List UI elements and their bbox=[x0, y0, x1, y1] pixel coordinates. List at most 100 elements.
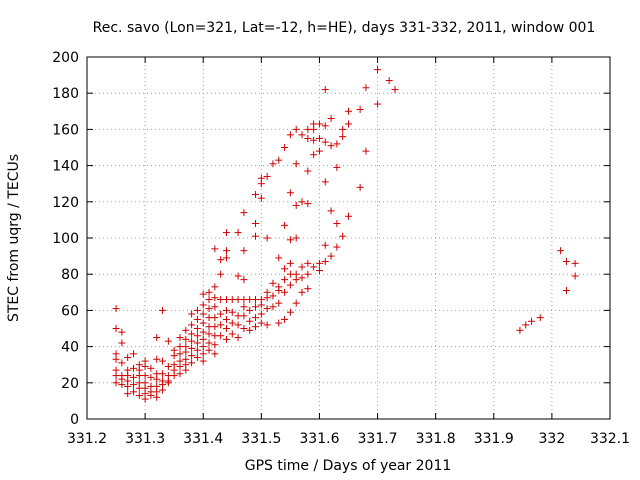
data-point bbox=[159, 386, 167, 394]
data-point bbox=[252, 323, 260, 331]
data-point bbox=[275, 299, 283, 307]
data-point bbox=[193, 332, 201, 340]
data-point bbox=[199, 290, 207, 298]
y-tick-label: 60 bbox=[61, 303, 79, 319]
data-point bbox=[362, 147, 370, 155]
data-point bbox=[298, 288, 306, 296]
data-point bbox=[391, 86, 399, 94]
data-point bbox=[275, 319, 283, 327]
data-points bbox=[112, 66, 579, 403]
data-point bbox=[199, 328, 207, 336]
data-point bbox=[118, 359, 126, 367]
data-point bbox=[153, 375, 161, 383]
data-point bbox=[281, 315, 289, 323]
data-point bbox=[263, 234, 271, 242]
data-point bbox=[257, 301, 265, 309]
data-point bbox=[217, 332, 225, 340]
data-point bbox=[292, 125, 300, 133]
data-point bbox=[339, 232, 347, 240]
data-point bbox=[222, 254, 230, 262]
x-tick-label: 331.8 bbox=[416, 431, 456, 447]
data-point bbox=[327, 142, 335, 150]
data-point bbox=[153, 334, 161, 342]
data-point bbox=[199, 350, 207, 358]
y-tick-label: 160 bbox=[52, 122, 79, 138]
data-point bbox=[188, 359, 196, 367]
y-tick-label: 200 bbox=[52, 50, 79, 66]
data-point bbox=[298, 274, 306, 282]
data-point bbox=[257, 180, 265, 188]
data-point bbox=[193, 353, 201, 361]
data-point bbox=[129, 350, 137, 358]
data-point bbox=[176, 350, 184, 358]
data-point bbox=[315, 267, 323, 275]
data-point bbox=[298, 263, 306, 271]
data-point bbox=[269, 279, 277, 287]
data-point bbox=[112, 379, 120, 387]
x-axis-label: GPS time / Days of year 2011 bbox=[245, 458, 452, 474]
data-point bbox=[321, 241, 329, 249]
chart-title: Rec. savo (Lon=321, Lat=-12, h=HE), days… bbox=[93, 20, 596, 36]
data-point bbox=[252, 191, 260, 199]
data-point bbox=[188, 344, 196, 352]
data-point bbox=[228, 308, 236, 316]
data-point bbox=[304, 270, 312, 278]
data-point bbox=[217, 310, 225, 318]
data-point bbox=[199, 335, 207, 343]
data-point bbox=[292, 299, 300, 307]
data-point bbox=[199, 343, 207, 351]
data-point bbox=[321, 122, 329, 130]
data-point bbox=[188, 352, 196, 360]
data-point bbox=[310, 151, 318, 159]
data-point bbox=[269, 303, 277, 311]
data-point bbox=[124, 382, 132, 390]
y-tick-label: 140 bbox=[52, 159, 79, 175]
data-point bbox=[263, 305, 271, 313]
data-point bbox=[557, 247, 565, 255]
data-point bbox=[228, 319, 236, 327]
data-point bbox=[345, 120, 352, 128]
data-point bbox=[176, 370, 184, 378]
x-tick-label: 331.7 bbox=[358, 431, 398, 447]
data-point bbox=[159, 370, 167, 378]
x-tick-label: 331.9 bbox=[474, 431, 514, 447]
data-point bbox=[217, 321, 225, 329]
data-point bbox=[240, 312, 248, 320]
data-point bbox=[188, 321, 196, 329]
data-point bbox=[286, 281, 294, 289]
data-point bbox=[147, 364, 155, 372]
data-point bbox=[182, 326, 190, 334]
data-point bbox=[292, 201, 300, 209]
data-point bbox=[339, 125, 347, 133]
data-point bbox=[275, 156, 283, 164]
data-point bbox=[298, 131, 306, 139]
data-point bbox=[286, 236, 294, 244]
data-point bbox=[118, 381, 126, 389]
data-point bbox=[141, 372, 149, 380]
data-point bbox=[211, 303, 219, 311]
data-point bbox=[298, 198, 306, 206]
y-tick-label: 180 bbox=[52, 86, 79, 102]
data-point bbox=[188, 310, 196, 318]
data-point bbox=[522, 321, 530, 329]
data-point bbox=[281, 276, 289, 284]
data-point bbox=[135, 391, 143, 399]
data-point bbox=[147, 373, 155, 381]
data-point bbox=[193, 306, 201, 314]
data-point bbox=[199, 310, 207, 318]
data-point bbox=[170, 352, 178, 360]
data-point bbox=[164, 337, 172, 345]
data-point bbox=[211, 350, 219, 358]
data-point bbox=[536, 314, 544, 322]
data-point bbox=[257, 310, 265, 318]
data-point bbox=[374, 66, 382, 74]
data-point bbox=[562, 286, 570, 294]
data-point bbox=[222, 247, 230, 255]
data-point bbox=[321, 258, 329, 266]
data-point bbox=[374, 100, 382, 108]
data-point bbox=[205, 339, 213, 347]
data-point bbox=[222, 335, 230, 343]
data-point bbox=[159, 306, 167, 314]
data-point bbox=[182, 348, 190, 356]
data-point bbox=[246, 326, 254, 334]
